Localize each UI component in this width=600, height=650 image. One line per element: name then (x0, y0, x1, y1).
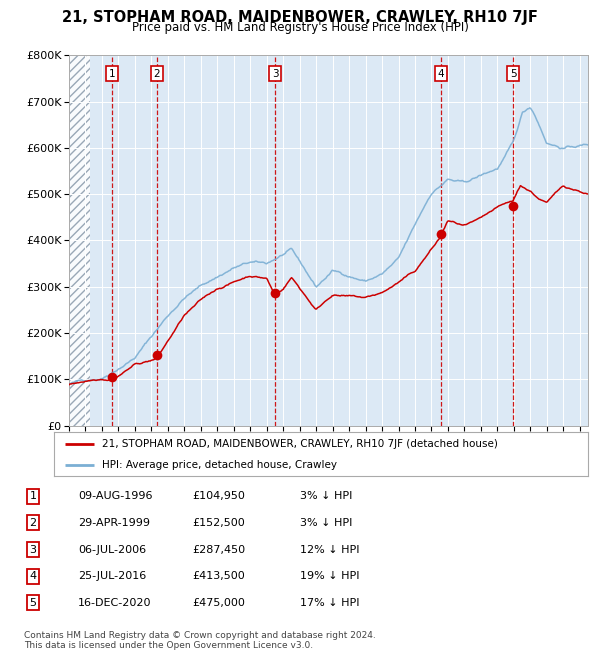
Text: 5: 5 (510, 69, 517, 79)
Bar (69, 55, 91, 426)
Text: 1: 1 (109, 69, 115, 79)
Text: 16-DEC-2020: 16-DEC-2020 (78, 598, 151, 608)
Text: 3% ↓ HPI: 3% ↓ HPI (300, 491, 352, 501)
Text: 29-APR-1999: 29-APR-1999 (78, 518, 150, 528)
Text: 1: 1 (29, 491, 37, 501)
Text: Contains HM Land Registry data © Crown copyright and database right 2024.: Contains HM Land Registry data © Crown c… (24, 630, 376, 640)
Text: £413,500: £413,500 (192, 571, 245, 581)
Text: 12% ↓ HPI: 12% ↓ HPI (300, 545, 359, 554)
Text: £152,500: £152,500 (192, 518, 245, 528)
Text: £104,950: £104,950 (192, 491, 245, 501)
Text: HPI: Average price, detached house, Crawley: HPI: Average price, detached house, Craw… (102, 460, 337, 470)
Text: 3: 3 (272, 69, 278, 79)
Text: 25-JUL-2016: 25-JUL-2016 (78, 571, 146, 581)
Text: 19% ↓ HPI: 19% ↓ HPI (300, 571, 359, 581)
Text: Price paid vs. HM Land Registry's House Price Index (HPI): Price paid vs. HM Land Registry's House … (131, 21, 469, 34)
Text: 3: 3 (29, 545, 37, 554)
Text: 4: 4 (437, 69, 444, 79)
Text: 09-AUG-1996: 09-AUG-1996 (78, 491, 152, 501)
Text: £475,000: £475,000 (192, 598, 245, 608)
Text: 2: 2 (29, 518, 37, 528)
Text: 06-JUL-2006: 06-JUL-2006 (78, 545, 146, 554)
Text: This data is licensed under the Open Government Licence v3.0.: This data is licensed under the Open Gov… (24, 641, 313, 650)
Text: 21, STOPHAM ROAD, MAIDENBOWER, CRAWLEY, RH10 7JF (detached house): 21, STOPHAM ROAD, MAIDENBOWER, CRAWLEY, … (102, 439, 498, 448)
Text: 3% ↓ HPI: 3% ↓ HPI (300, 518, 352, 528)
Text: 17% ↓ HPI: 17% ↓ HPI (300, 598, 359, 608)
Text: 21, STOPHAM ROAD, MAIDENBOWER, CRAWLEY, RH10 7JF: 21, STOPHAM ROAD, MAIDENBOWER, CRAWLEY, … (62, 10, 538, 25)
Text: 2: 2 (154, 69, 160, 79)
Text: 4: 4 (29, 571, 37, 581)
Text: 5: 5 (29, 598, 37, 608)
Text: £287,450: £287,450 (192, 545, 245, 554)
